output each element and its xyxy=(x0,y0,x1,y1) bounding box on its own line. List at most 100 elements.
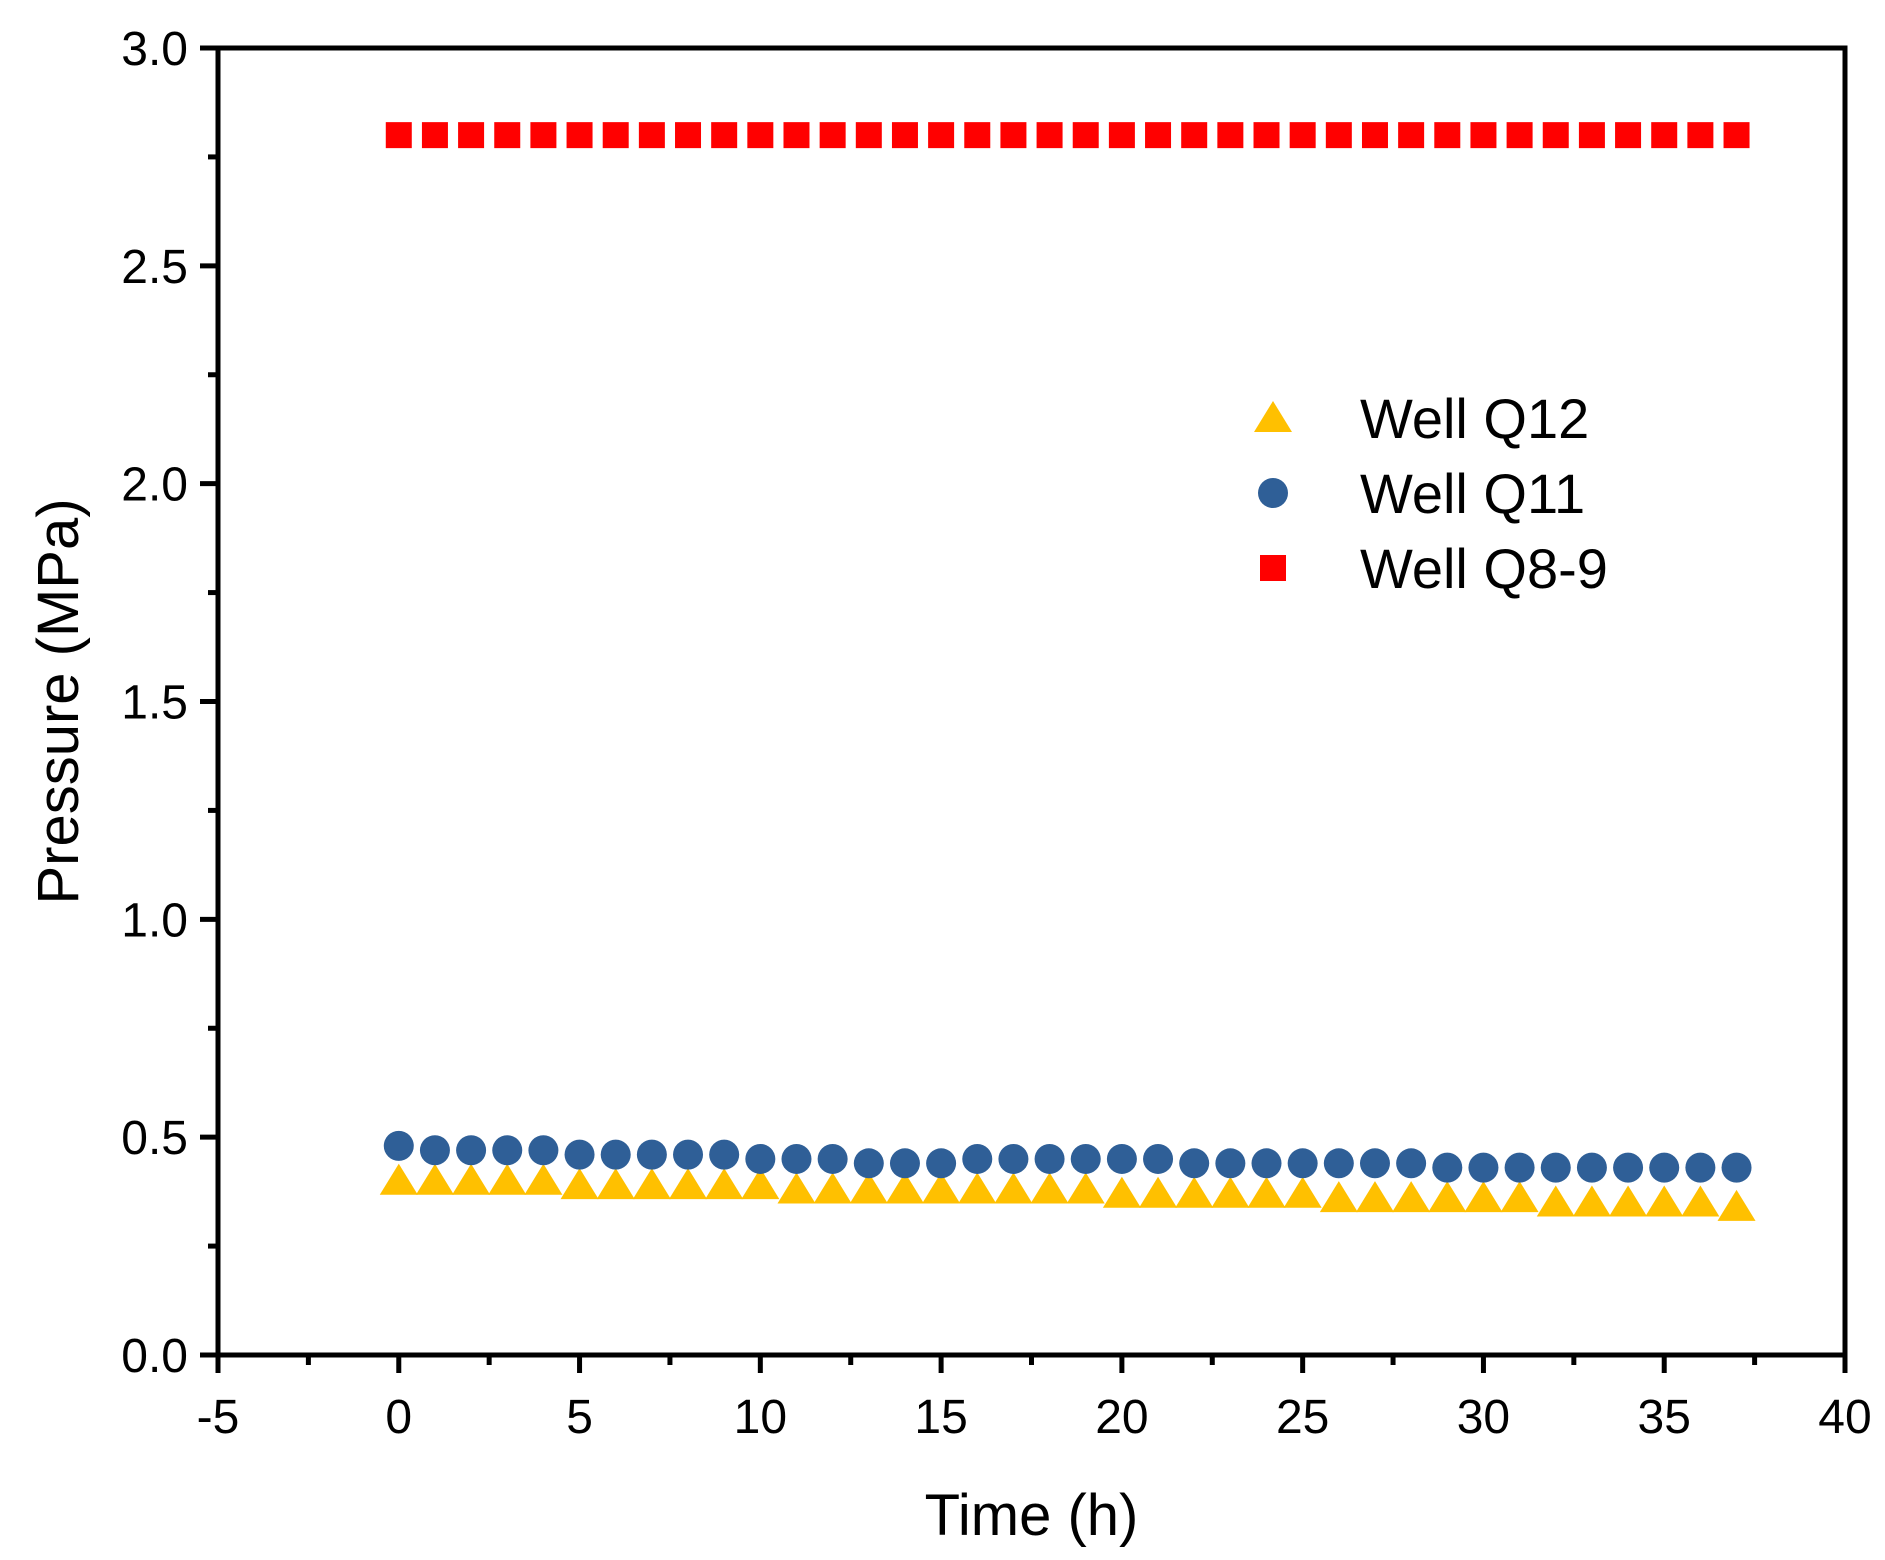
tick-labels-layer: -5 0 5 10 15 20 25 30 35 40 0.0 0.5 1.0 1.5 2.0 2.5 3.0 xyxy=(121,23,1871,1444)
point-well-q11 xyxy=(1106,1143,1137,1174)
point-well-q11 xyxy=(636,1139,667,1170)
point-well-q11 xyxy=(673,1139,704,1170)
x-axis-title: Time (h) xyxy=(925,1483,1139,1548)
point-well-q11 xyxy=(456,1135,487,1166)
point-well-q12 xyxy=(415,1163,454,1195)
point-well-q11 xyxy=(492,1135,523,1166)
point-well-q8-9 xyxy=(1542,122,1569,149)
point-well-q8-9 xyxy=(1361,122,1388,149)
legend: Well Q12 Well Q11 Well Q8-9 xyxy=(1254,387,1608,600)
point-well-q12 xyxy=(1355,1181,1394,1213)
point-well-q12 xyxy=(777,1172,816,1204)
point-well-q11 xyxy=(889,1148,920,1179)
point-well-q12 xyxy=(994,1172,1033,1204)
point-well-q11 xyxy=(1468,1152,1499,1183)
y-tick-label: 0.0 xyxy=(121,1330,188,1383)
y-tick-label: 0.5 xyxy=(121,1112,188,1165)
point-well-q11 xyxy=(998,1143,1029,1174)
plot-area-frame xyxy=(215,45,1848,1358)
point-well-q11 xyxy=(1323,1148,1354,1179)
point-well-q8-9 xyxy=(1723,122,1750,149)
x-tick-label: 15 xyxy=(914,1391,967,1444)
point-well-q11 xyxy=(528,1135,559,1166)
point-well-q12 xyxy=(1102,1176,1141,1208)
point-well-q8-9 xyxy=(1000,122,1027,149)
point-well-q11 xyxy=(1070,1143,1101,1174)
point-well-q8-9 xyxy=(928,122,955,149)
point-well-q12 xyxy=(1428,1181,1467,1213)
point-well-q8-9 xyxy=(421,122,448,149)
legend-marker-well-q12 xyxy=(1254,401,1292,432)
point-well-q8-9 xyxy=(891,122,918,149)
point-well-q8-9 xyxy=(1506,122,1533,149)
point-well-q11 xyxy=(1685,1152,1716,1183)
point-well-q8-9 xyxy=(494,122,521,149)
y-tick-label: 2.0 xyxy=(121,459,188,512)
point-well-q11 xyxy=(1034,1143,1065,1174)
point-well-q11 xyxy=(1649,1152,1680,1183)
point-well-q11 xyxy=(1215,1148,1246,1179)
data-points-layer xyxy=(379,122,1756,1221)
point-well-q8-9 xyxy=(458,122,485,149)
point-well-q8-9 xyxy=(675,122,702,149)
y-tick-label: 1.5 xyxy=(121,677,188,730)
x-tick-label: 40 xyxy=(1818,1391,1871,1444)
y-tick-label: 2.5 xyxy=(121,241,188,294)
point-well-q11 xyxy=(419,1135,450,1166)
point-well-q11 xyxy=(1432,1152,1463,1183)
point-well-q12 xyxy=(596,1168,635,1200)
point-well-q8-9 xyxy=(638,122,665,149)
point-well-q8-9 xyxy=(1181,122,1208,149)
point-well-q12 xyxy=(705,1168,744,1200)
point-well-q11 xyxy=(1179,1148,1210,1179)
x-tick-label: 10 xyxy=(734,1391,787,1444)
point-well-q12 xyxy=(632,1168,671,1200)
point-well-q8-9 xyxy=(1108,122,1135,149)
point-well-q12 xyxy=(1681,1185,1720,1217)
point-well-q12 xyxy=(452,1163,491,1195)
point-well-q12 xyxy=(1645,1185,1684,1217)
point-well-q11 xyxy=(383,1130,414,1161)
point-well-q12 xyxy=(1500,1181,1539,1213)
point-well-q12 xyxy=(524,1163,563,1195)
x-tick-label: -5 xyxy=(197,1391,240,1444)
point-well-q8-9 xyxy=(711,122,738,149)
point-well-q12 xyxy=(1247,1176,1286,1208)
legend-label-well-q8-9: Well Q8-9 xyxy=(1360,537,1608,600)
point-well-q12 xyxy=(379,1163,418,1195)
point-well-q11 xyxy=(1721,1152,1752,1183)
legend-marker-well-q11 xyxy=(1258,478,1288,508)
point-well-q12 xyxy=(1392,1181,1431,1213)
x-tick-label: 20 xyxy=(1095,1391,1148,1444)
x-tick-label: 30 xyxy=(1457,1391,1510,1444)
point-well-q11 xyxy=(781,1143,812,1174)
point-well-q8-9 xyxy=(1036,122,1063,149)
point-well-q12 xyxy=(1066,1172,1105,1204)
point-well-q11 xyxy=(1287,1148,1318,1179)
point-well-q11 xyxy=(1613,1152,1644,1183)
point-well-q8-9 xyxy=(1145,122,1172,149)
y-axis-title: Pressure (MPa) xyxy=(26,498,91,904)
legend-marker-well-q8-9 xyxy=(1260,555,1286,581)
point-well-q12 xyxy=(488,1163,527,1195)
point-well-q11 xyxy=(962,1143,993,1174)
point-well-q12 xyxy=(1717,1189,1756,1221)
point-well-q11 xyxy=(1504,1152,1535,1183)
point-well-q8-9 xyxy=(1072,122,1099,149)
point-well-q11 xyxy=(1540,1152,1571,1183)
y-tick-label: 3.0 xyxy=(121,23,188,76)
point-well-q8-9 xyxy=(1470,122,1497,149)
point-well-q12 xyxy=(849,1172,888,1204)
legend-label-well-q11: Well Q11 xyxy=(1360,462,1585,525)
point-well-q8-9 xyxy=(385,122,412,149)
x-tick-label: 35 xyxy=(1638,1391,1691,1444)
point-well-q12 xyxy=(741,1168,780,1200)
point-well-q12 xyxy=(1139,1176,1178,1208)
point-well-q12 xyxy=(1030,1172,1069,1204)
point-well-q11 xyxy=(817,1143,848,1174)
point-well-q12 xyxy=(669,1168,708,1200)
point-well-q8-9 xyxy=(1434,122,1461,149)
point-well-q11 xyxy=(1359,1148,1390,1179)
point-well-q8-9 xyxy=(1687,122,1714,149)
point-well-q8-9 xyxy=(964,122,991,149)
